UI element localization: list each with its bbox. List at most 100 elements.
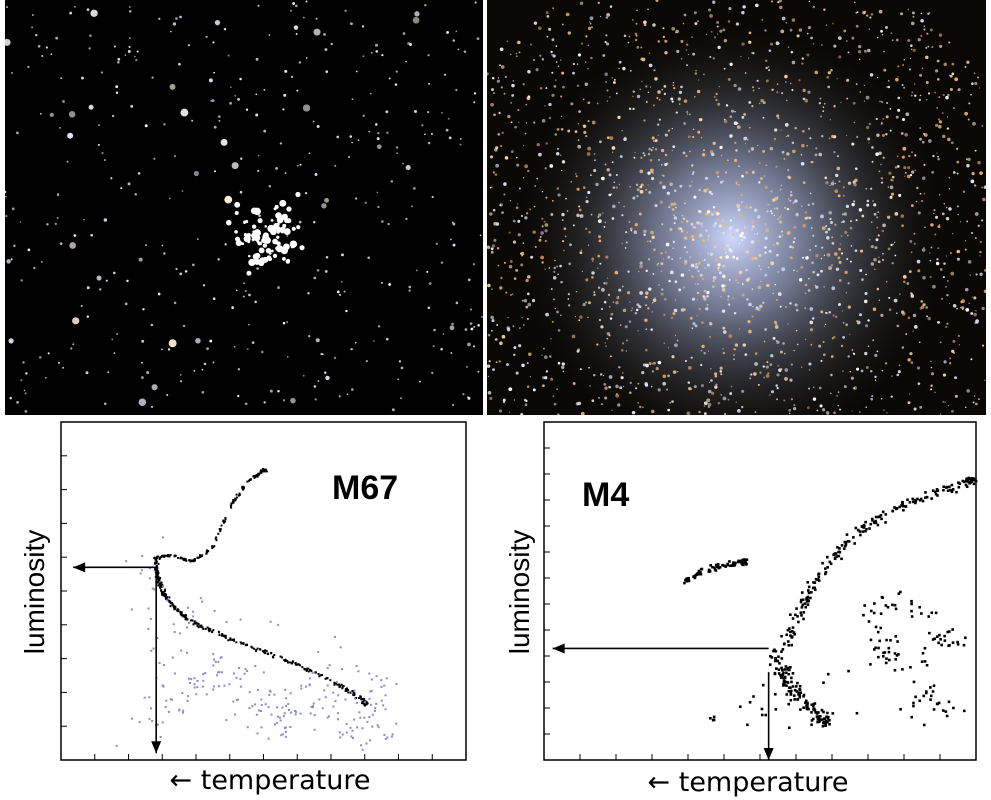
- star: [733, 311, 737, 315]
- data-point: [177, 608, 180, 611]
- data-point: [251, 646, 254, 649]
- star: [710, 391, 715, 395]
- star: [645, 100, 648, 104]
- star: [788, 408, 792, 412]
- star: [229, 101, 233, 105]
- data-point: [358, 711, 361, 714]
- star: [146, 371, 150, 375]
- star: [725, 104, 729, 107]
- data-point: [156, 566, 159, 569]
- star: [629, 69, 632, 72]
- star: [282, 399, 286, 402]
- star: [974, 81, 978, 86]
- data-point: [139, 572, 142, 575]
- star: [509, 260, 513, 263]
- data-point: [885, 657, 888, 660]
- data-point: [276, 715, 279, 718]
- data-point: [932, 684, 936, 688]
- star: [808, 216, 812, 220]
- star: [913, 232, 916, 235]
- star: [663, 313, 666, 316]
- data-point: [284, 659, 287, 662]
- data-point: [156, 636, 159, 639]
- star: [672, 84, 674, 86]
- star: [138, 398, 147, 406]
- star: [820, 115, 823, 118]
- data-point: [869, 663, 872, 666]
- star: [744, 142, 747, 145]
- star: [884, 362, 888, 365]
- star: [223, 27, 227, 31]
- star: [570, 181, 572, 183]
- arrow-head: [552, 643, 565, 654]
- data-point: [828, 722, 831, 726]
- data-point: [894, 607, 898, 611]
- star: [489, 396, 493, 401]
- data-point: [786, 628, 790, 632]
- star: [830, 392, 832, 395]
- star: [145, 244, 147, 246]
- star: [707, 405, 710, 409]
- star: [692, 173, 694, 175]
- star: [657, 360, 662, 365]
- data-point: [782, 682, 785, 685]
- star: [896, 312, 898, 314]
- star: [231, 306, 234, 309]
- data-point: [164, 705, 167, 708]
- star: [580, 411, 585, 415]
- star: [933, 212, 935, 215]
- star: [598, 286, 601, 289]
- m4-title: M4: [582, 476, 629, 514]
- data-point: [700, 567, 704, 571]
- data-point: [948, 644, 951, 647]
- data-point: [853, 542, 856, 545]
- data-point: [265, 470, 268, 473]
- data-point: [804, 701, 807, 704]
- star: [618, 366, 621, 369]
- star: [629, 391, 632, 394]
- star: [717, 401, 721, 405]
- star: [681, 214, 684, 217]
- star: [821, 246, 824, 249]
- star: [245, 108, 249, 111]
- star: [885, 280, 888, 283]
- star: [949, 252, 952, 254]
- data-point: [313, 714, 316, 717]
- star: [561, 23, 564, 26]
- star: [214, 170, 216, 173]
- star: [574, 130, 578, 134]
- star: [762, 150, 766, 153]
- data-point: [253, 647, 256, 650]
- data-point: [269, 652, 272, 655]
- star: [743, 136, 747, 141]
- star: [777, 218, 779, 220]
- star: [487, 375, 490, 378]
- star: [970, 358, 973, 361]
- star: [777, 1, 780, 4]
- star: [380, 220, 384, 223]
- data-point: [370, 678, 373, 681]
- data-point: [365, 742, 368, 745]
- cluster-star: [282, 223, 287, 228]
- data-point: [893, 668, 897, 672]
- star: [738, 270, 743, 275]
- star: [374, 123, 378, 126]
- star: [412, 16, 420, 24]
- star: [544, 105, 546, 107]
- star: [981, 306, 985, 311]
- star: [794, 303, 798, 307]
- data-point: [363, 699, 366, 702]
- data-point: [289, 726, 292, 729]
- star: [973, 184, 977, 187]
- star: [588, 366, 590, 369]
- star: [713, 96, 716, 98]
- data-point: [218, 631, 221, 634]
- data-point: [804, 699, 808, 703]
- star: [615, 186, 618, 189]
- data-point: [391, 733, 394, 736]
- data-point: [380, 685, 383, 688]
- star: [888, 80, 890, 82]
- cluster-star: [257, 218, 263, 224]
- data-point: [738, 705, 742, 709]
- star: [937, 155, 939, 158]
